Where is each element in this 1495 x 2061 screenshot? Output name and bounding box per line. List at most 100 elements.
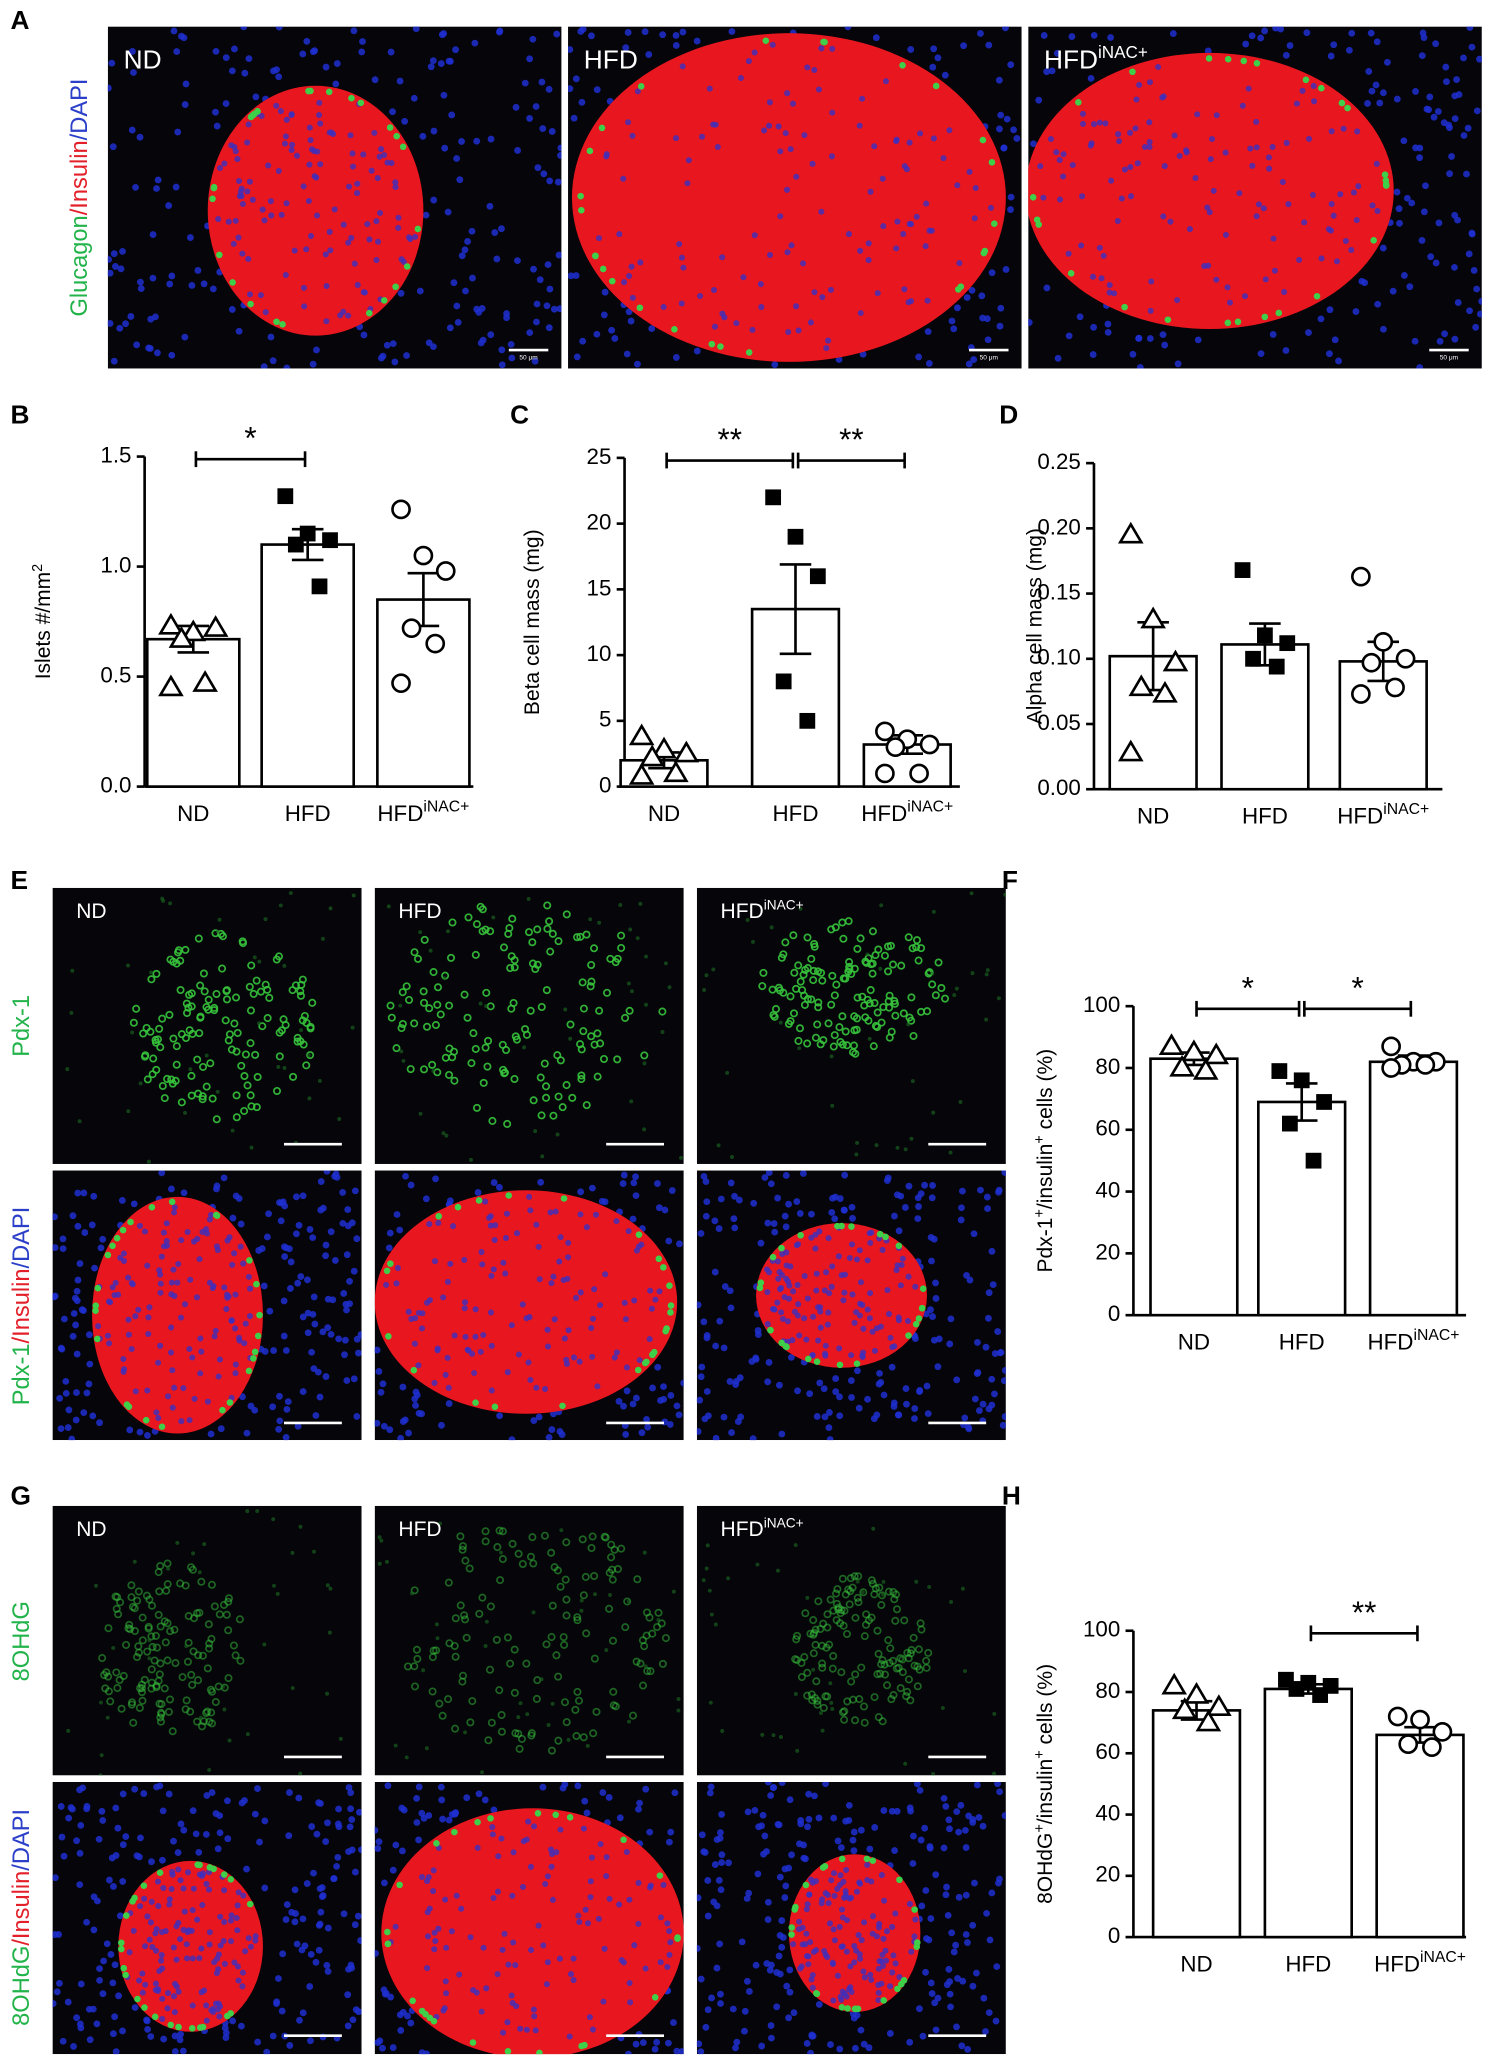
data-point bbox=[180, 619, 207, 642]
nucleus bbox=[959, 1977, 967, 1985]
nucleus bbox=[286, 1789, 293, 1796]
islet-nucleus bbox=[865, 240, 872, 247]
micrograph bbox=[696, 1170, 1006, 1441]
micrograph bbox=[696, 1781, 1006, 2055]
islet-nucleus bbox=[418, 1873, 426, 1880]
data-point bbox=[1361, 652, 1382, 673]
nucleus bbox=[763, 1848, 770, 1855]
islet-nucleus bbox=[806, 1891, 813, 1898]
islet-nucleus bbox=[781, 1294, 788, 1301]
nucleus bbox=[693, 347, 701, 355]
nucleus bbox=[115, 1992, 123, 2000]
nucleus bbox=[947, 1315, 955, 1323]
nucleus bbox=[992, 2017, 1000, 2025]
islet-nucleus bbox=[504, 1369, 511, 1376]
background-signal bbox=[166, 1566, 171, 1571]
islet-nucleus bbox=[626, 273, 633, 280]
background-signal bbox=[771, 1733, 776, 1738]
islet-nucleus bbox=[544, 1873, 551, 1880]
alpha-cell bbox=[598, 124, 606, 132]
green-nucleus bbox=[814, 998, 823, 1007]
nucleus bbox=[73, 1389, 80, 1396]
background-signal bbox=[282, 1065, 287, 1070]
islet-nucleus bbox=[856, 1955, 864, 1962]
islet-nucleus bbox=[905, 1273, 912, 1280]
green-nucleus bbox=[786, 992, 795, 1001]
islet-nucleus bbox=[601, 1945, 608, 1952]
islet-nucleus bbox=[1090, 121, 1098, 128]
nucleus bbox=[427, 63, 435, 71]
islet-nucleus bbox=[125, 1274, 132, 1281]
islet-nucleus bbox=[712, 121, 719, 128]
background-signal bbox=[168, 901, 173, 906]
green-nucleus bbox=[562, 1538, 571, 1547]
nucleus bbox=[454, 318, 462, 326]
islet-nucleus bbox=[815, 86, 822, 93]
islet-nucleus bbox=[482, 1198, 489, 1205]
nucleus bbox=[116, 324, 124, 332]
scale-bar-label: 50 μm bbox=[980, 354, 999, 361]
green-nucleus bbox=[548, 929, 557, 938]
nucleus bbox=[224, 1835, 232, 1843]
background-signal bbox=[855, 1140, 860, 1145]
islet-nucleus bbox=[881, 1897, 888, 1904]
alpha-cell bbox=[911, 1906, 918, 1913]
y-tick-label: 0.5 bbox=[100, 662, 131, 687]
islet-nucleus bbox=[930, 135, 937, 142]
nucleus bbox=[672, 32, 680, 39]
alpha-cell bbox=[838, 2004, 846, 2011]
background-signal bbox=[626, 981, 631, 986]
nucleus bbox=[140, 1790, 148, 1798]
nucleus bbox=[303, 1880, 311, 1887]
category-name: ND bbox=[177, 801, 209, 826]
nucleus bbox=[977, 1186, 984, 1194]
islet-nucleus bbox=[169, 1367, 176, 1374]
nucleus bbox=[577, 1188, 585, 1196]
islet-nucleus bbox=[565, 1239, 572, 1246]
y-tick-label: 60 bbox=[1095, 1116, 1120, 1141]
islet-nucleus bbox=[860, 1349, 867, 1356]
nucleus bbox=[56, 1979, 63, 1987]
green-nucleus bbox=[410, 948, 419, 957]
islet-nucleus bbox=[360, 151, 367, 158]
nucleus bbox=[632, 2040, 640, 2048]
green-nucleus bbox=[789, 1009, 799, 1018]
islet-nucleus bbox=[815, 1337, 822, 1344]
nucleus bbox=[310, 1869, 317, 1877]
islet-nucleus bbox=[1078, 242, 1085, 249]
islet-nucleus bbox=[803, 1336, 810, 1343]
nucleus bbox=[353, 1412, 361, 1420]
green-nucleus bbox=[140, 1052, 149, 1061]
data-point bbox=[885, 737, 906, 758]
nucleus bbox=[344, 1206, 352, 1213]
nucleus bbox=[392, 1841, 400, 1849]
nucleus bbox=[327, 1330, 335, 1338]
background-signal bbox=[963, 1669, 967, 1674]
nucleus bbox=[633, 360, 641, 368]
green-nucleus bbox=[481, 1043, 490, 1052]
green-nucleus bbox=[227, 1045, 236, 1054]
nucleus bbox=[351, 1921, 359, 1929]
condition-name: ND bbox=[76, 1518, 106, 1541]
nucleus bbox=[1028, 319, 1033, 326]
islet-nucleus bbox=[871, 1347, 878, 1354]
nucleus bbox=[955, 1828, 963, 1836]
green-nucleus bbox=[542, 1093, 551, 1102]
islet-nucleus bbox=[548, 1863, 555, 1870]
islet-nucleus bbox=[461, 1256, 468, 1263]
background-signal bbox=[522, 1045, 527, 1050]
green-nucleus bbox=[800, 1000, 809, 1009]
nucleus bbox=[1418, 52, 1426, 60]
nucleus bbox=[556, 1427, 564, 1435]
green-nucleus bbox=[122, 1640, 131, 1649]
green-nucleus bbox=[148, 1070, 157, 1079]
green-nucleus bbox=[115, 1676, 124, 1685]
nucleus bbox=[1441, 330, 1449, 338]
green-nucleus bbox=[617, 931, 626, 940]
y-axis-label-part: + bbox=[1032, 1135, 1048, 1143]
islet-nucleus bbox=[838, 1996, 845, 2003]
green-nucleus bbox=[165, 1695, 174, 1704]
green-nucleus bbox=[560, 1640, 569, 1649]
data-point bbox=[435, 561, 456, 581]
nucleus bbox=[422, 1195, 430, 1203]
